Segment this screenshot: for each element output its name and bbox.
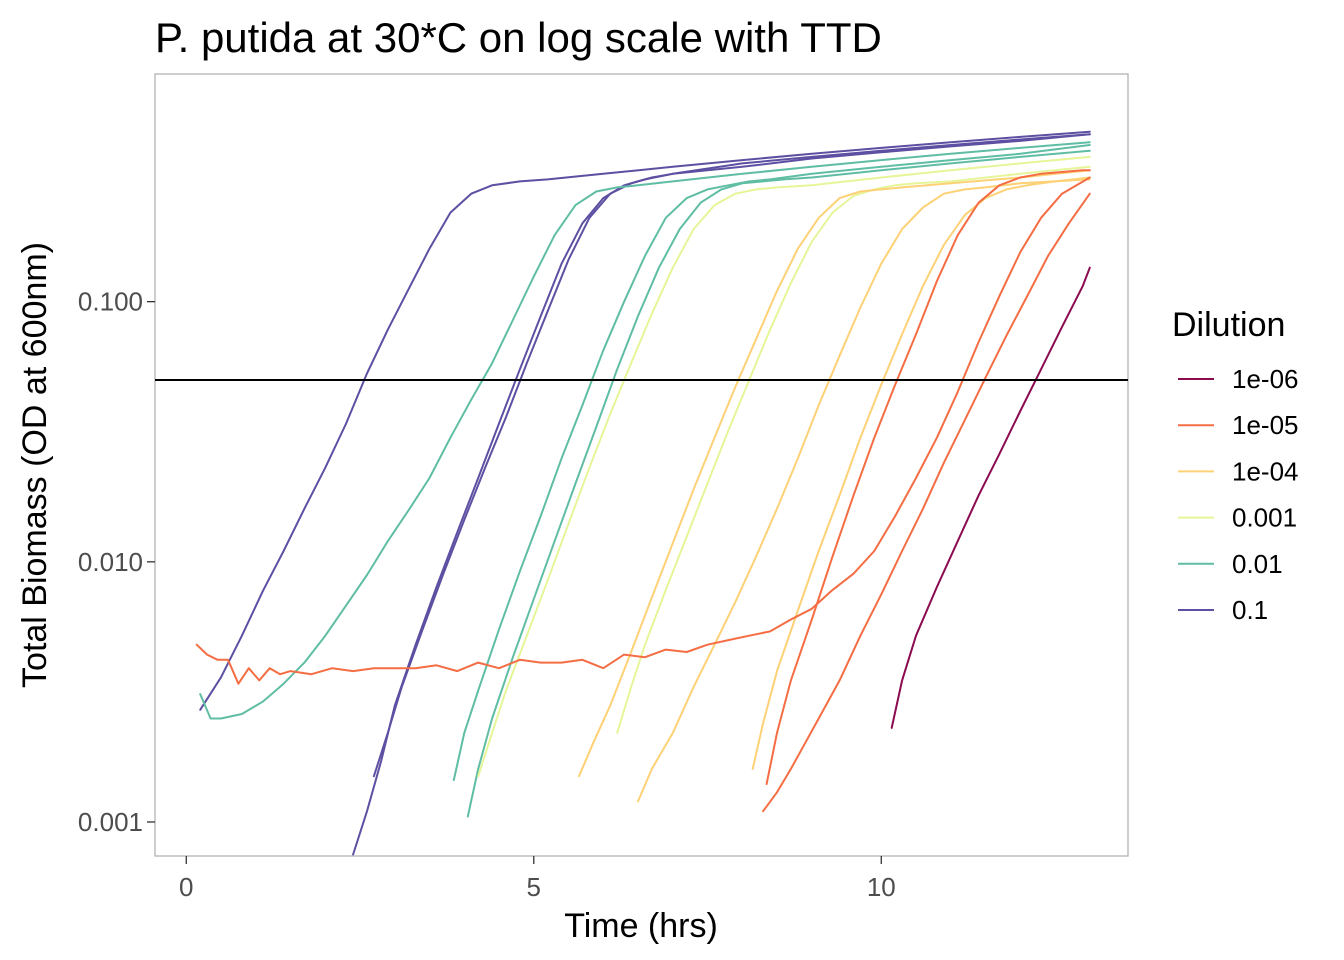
series-line-0.001-6 [477, 155, 1091, 778]
x-tick-label: 10 [867, 872, 896, 902]
series-line-0.01-3 [199, 141, 1091, 720]
x-tick-label: 0 [179, 872, 193, 902]
y-axis-title: Total Biomass (OD at 600nm) [16, 242, 54, 688]
legend: Dilution 1e-06 1e-05 1e-04 0.001 0.01 0.1 [1172, 306, 1299, 625]
series-line-1e-04-10 [751, 176, 1091, 770]
y-tick-label: 0.001 [78, 807, 143, 837]
series-line-1e-06-14 [890, 266, 1091, 729]
series-line-0.1-0 [199, 130, 1091, 711]
y-tick-label: 0.010 [78, 547, 143, 577]
series-line-1e-05-11 [195, 176, 1091, 685]
legend-entries: 1e-06 1e-05 1e-04 0.001 0.01 0.1 [1178, 364, 1299, 625]
legend-label: 0.01 [1232, 549, 1283, 579]
x-axis: 0 5 10 [179, 856, 896, 902]
series-line-0.1-2 [372, 133, 1091, 778]
legend-title: Dilution [1172, 306, 1285, 344]
y-axis: 0.001 0.010 0.100 [78, 287, 155, 837]
chart-title: P. putida at 30*C on log scale with TTD [155, 14, 882, 61]
legend-label: 1e-05 [1232, 410, 1299, 440]
x-axis-title: Time (hrs) [564, 907, 718, 945]
series-line-0.01-5 [466, 149, 1091, 818]
series-line-1e-04-8 [578, 169, 1091, 778]
legend-label: 1e-04 [1232, 456, 1299, 486]
legend-label: 0.1 [1232, 595, 1268, 625]
series-layer [195, 130, 1091, 856]
series-line-0.001-7 [616, 165, 1091, 734]
series-line-1e-05-13 [762, 192, 1091, 813]
y-tick-label: 0.100 [78, 287, 143, 317]
legend-label: 0.001 [1232, 503, 1297, 533]
legend-label: 1e-06 [1232, 364, 1299, 394]
series-line-1e-05-12 [765, 169, 1091, 785]
x-tick-label: 5 [527, 872, 541, 902]
series-line-0.01-4 [452, 144, 1091, 781]
plot-panel [154, 73, 1129, 857]
